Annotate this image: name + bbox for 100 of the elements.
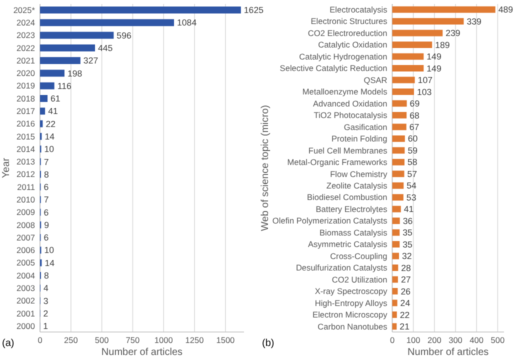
data-label: 61 — [50, 94, 60, 104]
data-label: 198 — [67, 68, 82, 78]
data-label: 68 — [410, 110, 420, 120]
bar — [392, 65, 424, 72]
data-label: 53 — [406, 192, 416, 202]
y-tick-label: 2009 — [16, 207, 36, 218]
bar — [392, 206, 401, 212]
x-tick-label: 400 — [470, 335, 484, 345]
y-tick-label: 2017 — [16, 106, 36, 116]
bar — [392, 311, 397, 318]
y-tick-label: Biodiesel Combustion — [307, 192, 388, 202]
bar — [392, 158, 404, 166]
y-axis-title: Web of science topic (micro) — [260, 105, 271, 231]
bar — [392, 264, 398, 271]
y-tick-label: Fuel Cell Membranes — [308, 145, 388, 156]
data-label: 1 — [43, 321, 48, 332]
y-tick-label: 2008 — [16, 220, 36, 230]
text: (b) — [262, 338, 274, 349]
y-tick-label: Cross-Coupling — [330, 250, 388, 261]
bar — [392, 76, 415, 84]
data-label: 67 — [409, 122, 420, 132]
x-tick-label: 300 — [448, 335, 463, 345]
x-axis-title: Number of articles — [101, 347, 183, 357]
data-label: 35 — [402, 228, 413, 238]
y-tick-label: High-Entropy Alloys — [314, 298, 388, 308]
bar — [392, 6, 496, 13]
data-label: 107 — [418, 75, 433, 86]
bar — [392, 241, 400, 248]
bar — [40, 108, 46, 115]
bar — [40, 6, 241, 14]
data-label: 69 — [410, 98, 420, 109]
data-label: 24 — [400, 298, 410, 308]
y-tick-label: 2018 — [16, 93, 36, 104]
bar — [392, 53, 424, 60]
data-label: 32 — [402, 251, 412, 262]
x-tick-label: 0 — [38, 335, 43, 345]
bar — [392, 170, 404, 178]
x-tick-label: 500 — [490, 335, 505, 345]
bar — [40, 70, 64, 77]
bar — [40, 57, 80, 64]
y-tick-label: Electronic Structures — [310, 16, 388, 26]
data-label: 26 — [400, 286, 411, 296]
data-label: 10 — [44, 144, 54, 154]
y-tick-label: 2021 — [16, 55, 36, 66]
y-tick-label: Advanced Oxidation — [312, 98, 388, 108]
y-tick-label: 2002 — [16, 296, 36, 306]
y-axis-title: Year — [1, 157, 12, 178]
data-label: 6 — [44, 207, 49, 218]
data-label: 339 — [466, 16, 482, 26]
data-label: 7 — [44, 194, 49, 205]
y-tick-label: QSAR — [364, 74, 388, 85]
data-label: 7 — [44, 156, 49, 167]
data-label: 103 — [416, 86, 432, 97]
bar — [392, 252, 399, 260]
y-tick-label: 2024 — [16, 18, 36, 28]
y-tick-label: 2006 — [16, 245, 36, 256]
data-label: 6 — [44, 182, 49, 192]
bar — [40, 82, 54, 90]
data-label: 59 — [408, 145, 418, 156]
y-tick-label: Metal-Organic Frameworks — [287, 157, 388, 168]
data-label: 54 — [406, 180, 417, 191]
text: (a) — [2, 338, 14, 349]
data-label: 21 — [400, 322, 410, 332]
data-label: 239 — [446, 28, 460, 38]
x-tick-label: 1250 — [185, 335, 204, 345]
data-label: 596 — [116, 30, 132, 40]
y-tick-label: Electrocatalysis — [330, 4, 388, 14]
y-tick-label: Gasification — [344, 122, 388, 132]
bar — [392, 323, 397, 330]
y-tick-label: Carbon Nanotubes — [318, 321, 388, 332]
y-tick-label: 2005 — [16, 258, 36, 268]
data-label: 116 — [57, 80, 72, 91]
y-tick-label: 2020 — [16, 68, 36, 78]
bar — [392, 135, 405, 142]
y-tick-label: 2012 — [16, 169, 36, 180]
y-tick-label: Protein Folding — [331, 134, 388, 144]
y-tick-label: Biomass Catalysis — [319, 227, 388, 238]
data-label: 28 — [401, 262, 412, 273]
data-label: 3 — [43, 296, 48, 306]
bar — [40, 95, 48, 102]
y-tick-label: Desulfurization Catalysts — [296, 262, 388, 273]
data-label: 41 — [404, 204, 414, 214]
bar — [392, 30, 443, 36]
data-label: 1084 — [177, 18, 197, 28]
x-tick-label: 200 — [428, 335, 442, 345]
bar — [392, 112, 407, 118]
y-tick-label: 2014 — [16, 144, 36, 154]
bar — [392, 18, 464, 25]
data-label: 9 — [44, 220, 50, 230]
y-tick-label: 2004 — [16, 270, 36, 280]
bar — [392, 182, 404, 189]
data-label: 22 — [46, 118, 56, 129]
y-tick-label: 2022 — [16, 42, 36, 53]
bar — [40, 19, 174, 26]
y-tick-label: 2010 — [16, 194, 36, 205]
y-tick-label: Flow Chemistry — [330, 168, 388, 179]
x-axis-title: Number of articles — [408, 347, 489, 357]
data-label: 4 — [43, 283, 48, 294]
data-label: 41 — [48, 106, 58, 116]
data-label: 6 — [44, 232, 49, 243]
